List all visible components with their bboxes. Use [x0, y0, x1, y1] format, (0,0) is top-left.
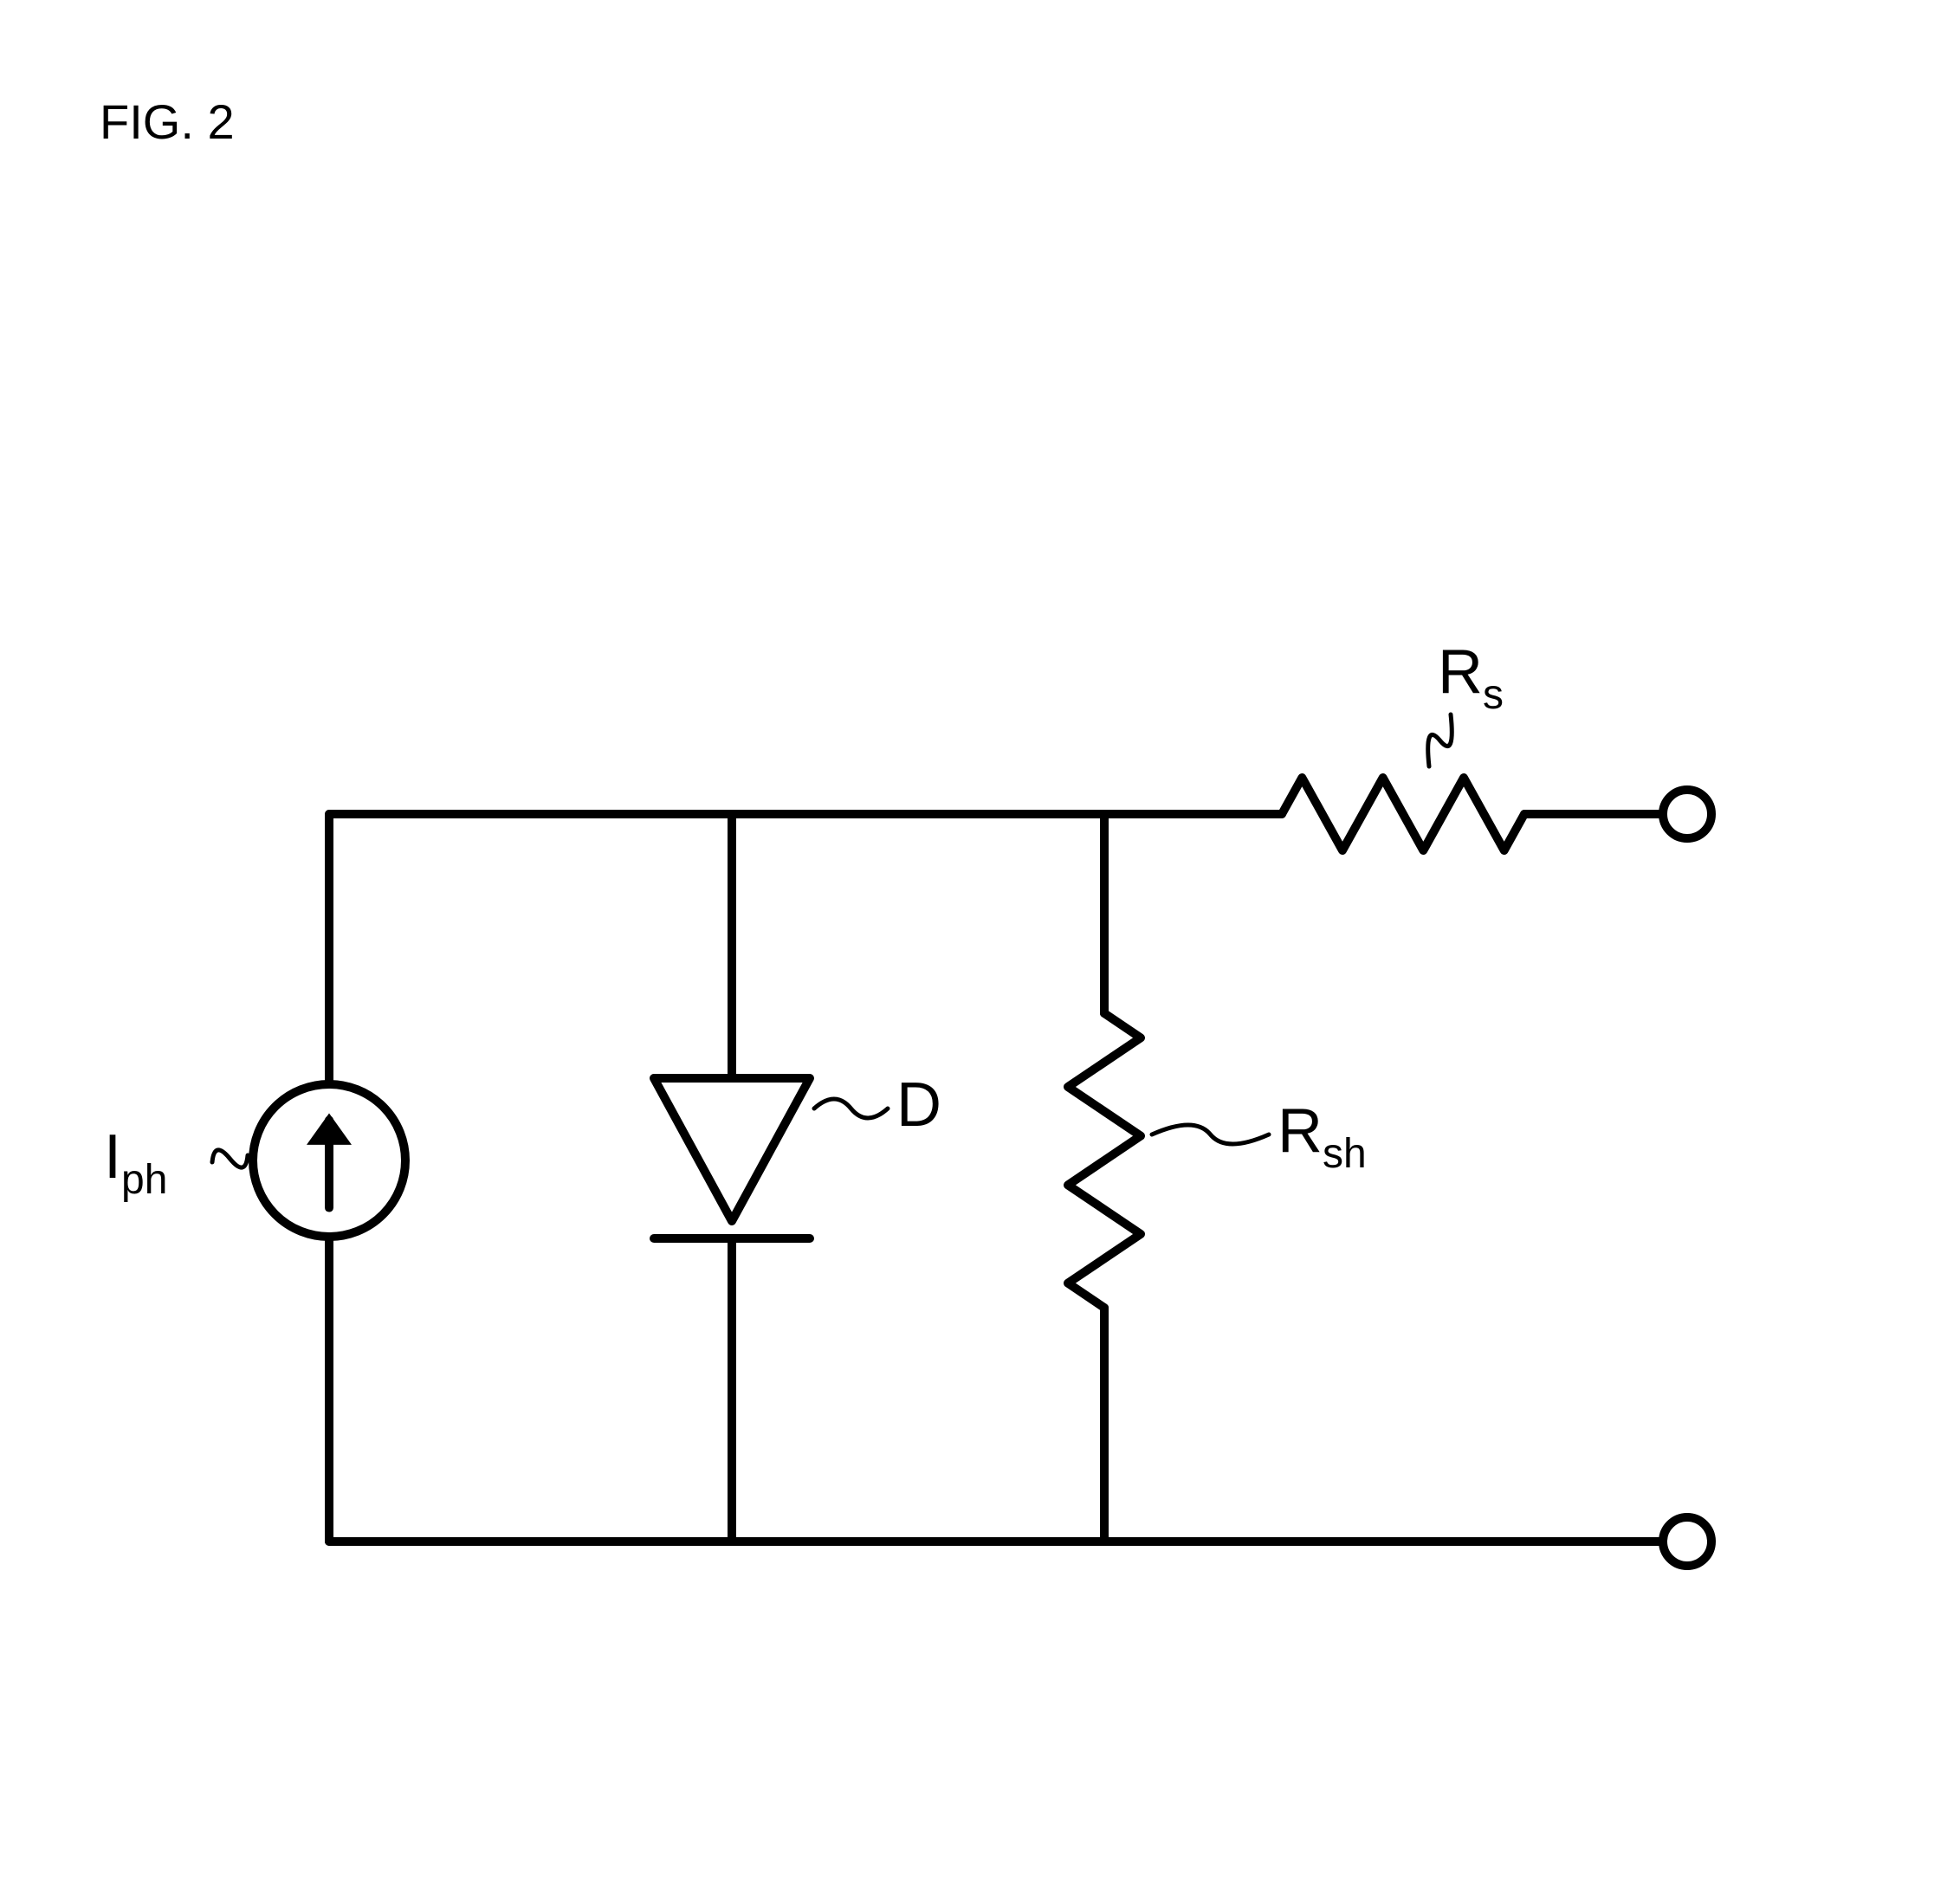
leader-d — [814, 1099, 888, 1118]
terminal-bot — [1663, 1517, 1711, 1566]
label-rs: Rs — [1438, 637, 1504, 718]
svg-text:Rs: Rs — [1438, 637, 1504, 718]
leader-rs — [1428, 714, 1452, 766]
leader-iph — [212, 1150, 248, 1167]
label-rs-main: R — [1438, 637, 1483, 707]
circuit-diagram: FIG. 2IphDRshRs — [0, 0, 1960, 1881]
current-arrow-head — [307, 1113, 352, 1144]
svg-text:D: D — [896, 1070, 941, 1140]
label-rs-sub: s — [1483, 672, 1504, 718]
resistor-rsh — [1068, 1013, 1141, 1308]
figure-label: FIG. 2 — [100, 94, 235, 149]
label-iph: Iph — [104, 1122, 167, 1203]
label-d-main: D — [896, 1070, 941, 1140]
leader-rsh — [1152, 1125, 1269, 1144]
svg-text:Rsh: Rsh — [1278, 1096, 1367, 1177]
label-rsh-sub: sh — [1323, 1131, 1367, 1177]
label-iph-main: I — [104, 1122, 121, 1192]
label-rsh: Rsh — [1278, 1096, 1367, 1177]
diode-triangle — [654, 1078, 810, 1221]
resistor-rs — [1282, 778, 1524, 850]
label-iph-sub: ph — [121, 1157, 167, 1203]
label-d: D — [896, 1070, 941, 1140]
svg-text:Iph: Iph — [104, 1122, 167, 1203]
label-rsh-main: R — [1278, 1096, 1323, 1166]
terminal-top — [1663, 790, 1711, 838]
